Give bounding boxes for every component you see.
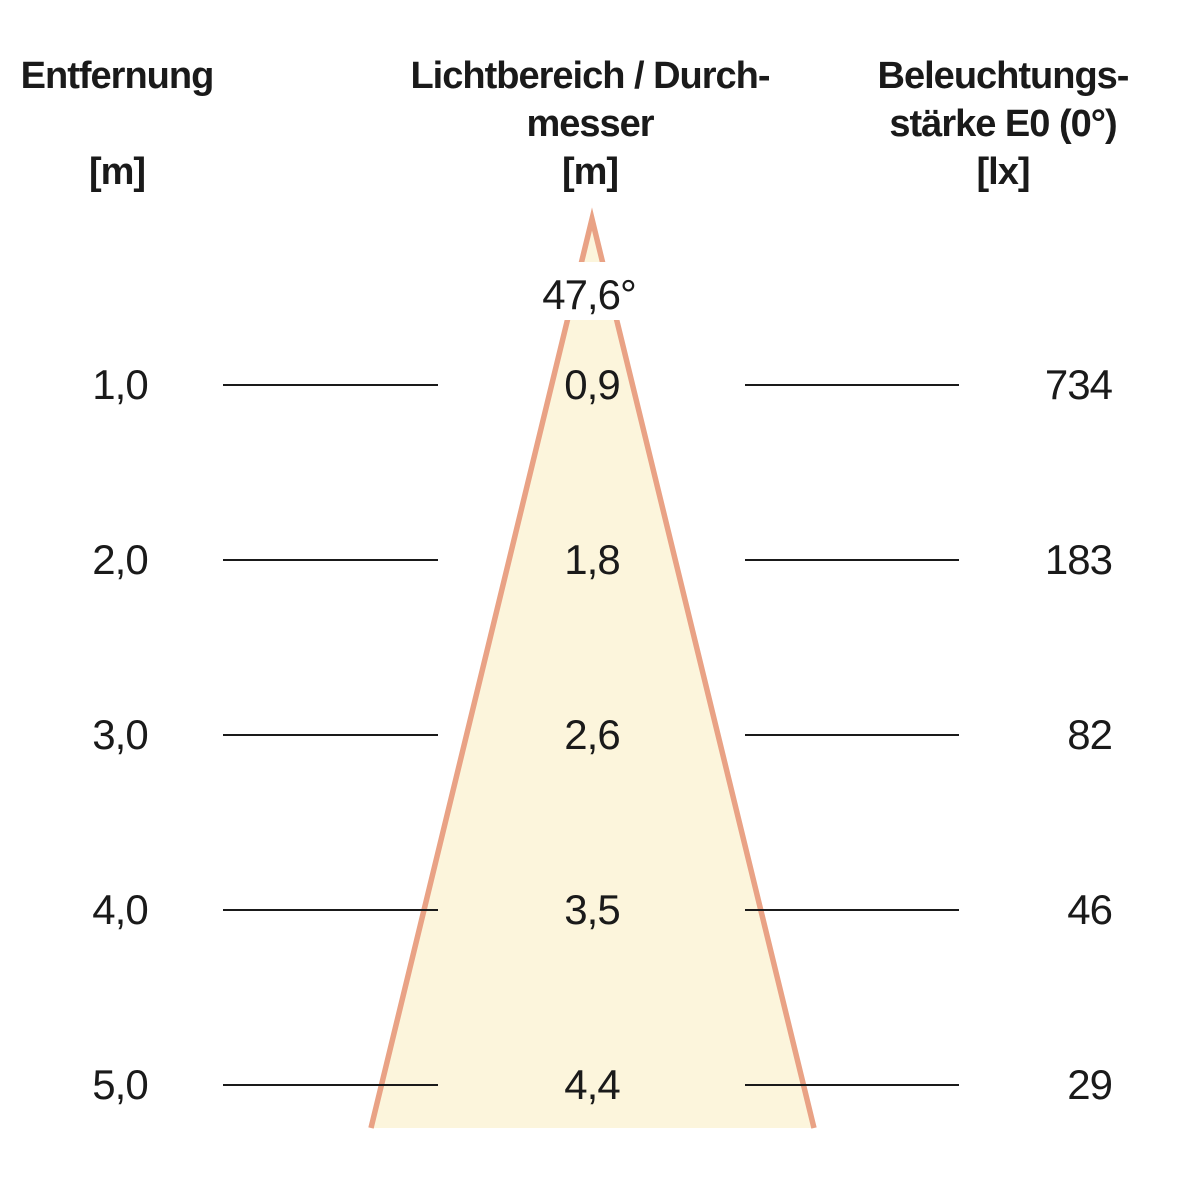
row-diameter-value: 0,9 (564, 361, 620, 408)
row-distance-value: 4,0 (92, 886, 148, 933)
beam-angle-label-backdrop (497, 262, 683, 320)
column-title: Entfernung (20, 55, 215, 97)
column-title: Lichtbereich / Durch- (410, 55, 770, 97)
row-diameter-value: 2,6 (564, 711, 620, 758)
row-illuminance-value: 183 (1044, 536, 1113, 583)
row-distance-value: 1,0 (92, 361, 148, 408)
beam-angle-label: 47,6° (542, 271, 637, 318)
row-diameter-value: 4,4 (564, 1061, 620, 1108)
column-title: stärke E0 (0°) (889, 103, 1117, 145)
column-unit-label: [lx] (976, 151, 1031, 193)
column-header-beam-diameter: Lichtbereich / Durch- messer [m] (390, 52, 790, 196)
row-illuminance-value: 46 (1067, 886, 1113, 933)
column-title-spacer (0, 100, 237, 148)
row-diameter-value: 3,5 (564, 886, 620, 933)
column-unit-label: [m] (88, 151, 146, 193)
row-illuminance-value: 29 (1067, 1061, 1113, 1108)
row-distance-value: 2,0 (92, 536, 148, 583)
column-title: messer (526, 103, 654, 145)
column-header-distance: Entfernung [m] (0, 52, 237, 196)
row-distance-value: 3,0 (92, 711, 148, 758)
light-cone (368, 207, 817, 1129)
column-unit-label: [m] (561, 151, 619, 193)
row-illuminance-value: 82 (1067, 711, 1113, 758)
column-title: Beleuchtungs- (877, 55, 1130, 97)
row-distance-value: 5,0 (92, 1061, 148, 1108)
row-diameter-value: 1,8 (564, 536, 620, 583)
column-header-illuminance: Beleuchtungs- stärke E0 (0°) [lx] (828, 52, 1178, 196)
row-illuminance-value: 734 (1044, 361, 1113, 408)
